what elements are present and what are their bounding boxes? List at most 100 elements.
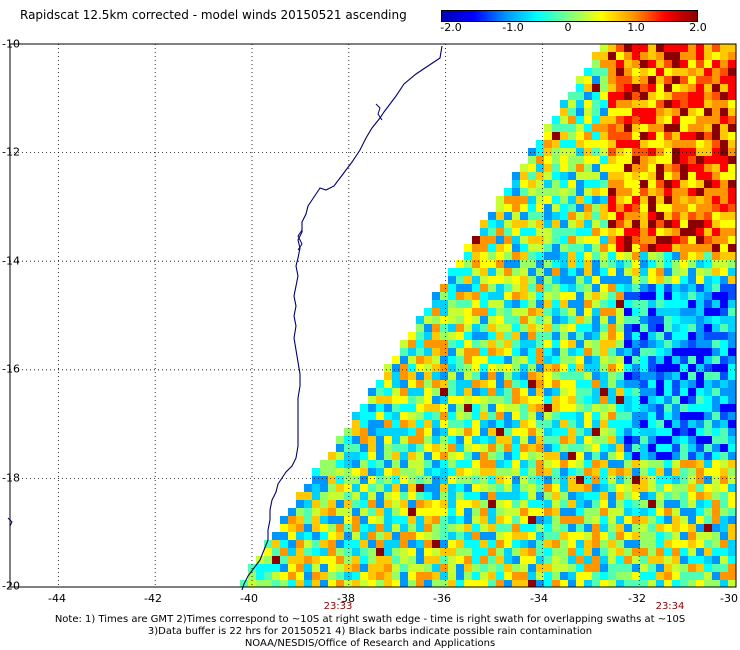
wind-diff-cell (496, 492, 504, 500)
wind-diff-cell (512, 492, 520, 500)
wind-diff-cell (672, 260, 680, 268)
wind-diff-cell (712, 428, 720, 436)
wind-diff-cell (592, 100, 600, 108)
wind-diff-cell (584, 492, 592, 500)
wind-diff-cell (704, 308, 712, 316)
wind-diff-cell (432, 492, 440, 500)
wind-diff-cell (600, 436, 608, 444)
wind-diff-cell (616, 188, 624, 196)
wind-diff-cell (704, 332, 712, 340)
wind-diff-cell (672, 572, 680, 580)
wind-diff-cell (592, 356, 600, 364)
wind-diff-cell (704, 516, 712, 524)
wind-diff-cell (720, 460, 728, 468)
wind-diff-cell (712, 516, 720, 524)
wind-diff-cell (728, 572, 736, 580)
wind-diff-cell (384, 508, 392, 516)
wind-diff-cell (680, 300, 688, 308)
wind-diff-cell (648, 564, 656, 572)
wind-diff-cell (496, 276, 504, 284)
wind-diff-cell (720, 332, 728, 340)
wind-diff-cell (600, 60, 608, 68)
wind-diff-cell (560, 268, 568, 276)
wind-diff-cell (520, 252, 528, 260)
wind-diff-cell (368, 452, 376, 460)
wind-diff-cell (352, 476, 360, 484)
wind-diff-cell (576, 420, 584, 428)
wind-diff-cell (600, 212, 608, 220)
wind-diff-cell (456, 516, 464, 524)
wind-diff-cell (608, 228, 616, 236)
wind-diff-cell (712, 412, 720, 420)
wind-diff-cell (704, 492, 712, 500)
wind-diff-cell (368, 556, 376, 564)
wind-diff-cell (568, 124, 576, 132)
wind-diff-cell (664, 156, 672, 164)
wind-diff-cell (528, 276, 536, 284)
wind-diff-cell (592, 348, 600, 356)
wind-diff-cell (544, 148, 552, 156)
wind-diff-cell (464, 572, 472, 580)
wind-diff-cell (480, 404, 488, 412)
wind-diff-cell (720, 276, 728, 284)
wind-diff-cell (560, 508, 568, 516)
wind-diff-cell (528, 244, 536, 252)
wind-diff-cell (528, 452, 536, 460)
wind-diff-cell (488, 244, 496, 252)
wind-diff-cell (416, 516, 424, 524)
wind-diff-cell (648, 284, 656, 292)
wind-diff-cell (608, 212, 616, 220)
wind-diff-cell (672, 540, 680, 548)
wind-diff-cell (672, 212, 680, 220)
wind-diff-cell (472, 468, 480, 476)
wind-diff-cell (472, 284, 480, 292)
wind-diff-cell (440, 292, 448, 300)
wind-diff-cell (632, 484, 640, 492)
wind-diff-cell (408, 420, 416, 428)
wind-diff-cell (408, 364, 416, 372)
wind-diff-cell (648, 500, 656, 508)
wind-diff-cell (560, 404, 568, 412)
wind-diff-cell (648, 116, 656, 124)
wind-diff-cell (552, 412, 560, 420)
wind-diff-cell (560, 556, 568, 564)
wind-diff-cell (552, 516, 560, 524)
wind-diff-cell (304, 564, 312, 572)
wind-diff-cell (616, 420, 624, 428)
wind-diff-cell (512, 476, 520, 484)
wind-diff-cell (712, 556, 720, 564)
wind-diff-cell (688, 212, 696, 220)
wind-diff-cell (600, 476, 608, 484)
wind-diff-cell (560, 476, 568, 484)
wind-diff-cell (592, 140, 600, 148)
wind-diff-cell (296, 564, 304, 572)
wind-diff-cell (600, 332, 608, 340)
wind-diff-cell (456, 428, 464, 436)
wind-diff-cell (256, 564, 264, 572)
wind-diff-cell (432, 364, 440, 372)
wind-diff-cell (512, 364, 520, 372)
wind-diff-cell (504, 252, 512, 260)
wind-diff-cell (448, 564, 456, 572)
wind-diff-cell (344, 516, 352, 524)
wind-diff-cell (600, 52, 608, 60)
wind-diff-cell (488, 492, 496, 500)
wind-diff-cell (432, 556, 440, 564)
wind-diff-cell (560, 124, 568, 132)
wind-diff-cell (536, 356, 544, 364)
wind-diff-cell (688, 436, 696, 444)
wind-diff-cell (480, 356, 488, 364)
lat-label: -18 (2, 471, 20, 485)
wind-diff-cell (416, 404, 424, 412)
wind-diff-cell (504, 532, 512, 540)
wind-diff-cell (472, 300, 480, 308)
wind-diff-cell (712, 124, 720, 132)
wind-diff-cell (512, 196, 520, 204)
wind-diff-cell (600, 468, 608, 476)
wind-diff-cell (672, 460, 680, 468)
wind-diff-cell (512, 428, 520, 436)
wind-diff-cell (640, 60, 648, 68)
swath-time-label: 23:34 (655, 601, 685, 612)
wind-diff-cell (656, 68, 664, 76)
wind-diff-cell (584, 188, 592, 196)
